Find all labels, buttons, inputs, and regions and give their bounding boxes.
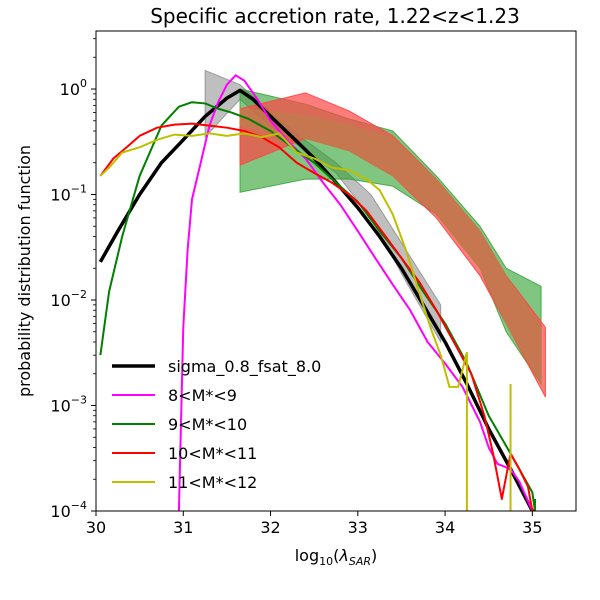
series-line-4 xyxy=(99,132,468,388)
legend-label: 9<M*<10 xyxy=(168,415,247,434)
series-line-3 xyxy=(99,122,534,511)
x-tick-label: 32 xyxy=(260,518,280,537)
y-tick-label: 100 xyxy=(60,77,87,99)
x-axis-label: log10(λSAR) xyxy=(295,546,378,568)
x-tick-label: 30 xyxy=(86,518,106,537)
y-axis: 100 10−1 10−2 10−3 10−4 xyxy=(50,38,96,521)
legend-label: 8<M*<9 xyxy=(168,386,237,405)
y-axis-label: probability distribution function xyxy=(15,145,34,397)
x-tick-label: 33 xyxy=(348,518,368,537)
series-line-1 xyxy=(177,74,534,511)
y-tick-label: 10−4 xyxy=(50,499,87,521)
legend-label: sigma_0.8_fsat_8.0 xyxy=(168,357,321,377)
plot-frame xyxy=(95,30,577,512)
x-axis: 30 31 32 33 34 35 xyxy=(86,511,543,537)
chart-title: Specific accretion rate, 1.22<z<1.23 xyxy=(150,4,520,28)
series-lines xyxy=(98,74,536,511)
legend-label: 11<M*<12 xyxy=(168,473,257,492)
x-tick-label: 34 xyxy=(435,518,455,537)
y-tick-label: 10−3 xyxy=(50,394,87,416)
y-tick-label: 10−1 xyxy=(50,183,87,205)
x-tick-label: 31 xyxy=(173,518,193,537)
series-line-0 xyxy=(98,88,534,511)
x-tick-label: 35 xyxy=(522,518,542,537)
legend-label: 10<M*<11 xyxy=(168,444,257,463)
confidence-bands xyxy=(204,69,546,398)
band-3 xyxy=(239,108,542,386)
y-tick-label: 10−2 xyxy=(50,288,87,310)
legend: sigma_0.8_fsat_8.0 8<M*<9 9<M*<10 10<M*<11 1… xyxy=(112,357,321,492)
